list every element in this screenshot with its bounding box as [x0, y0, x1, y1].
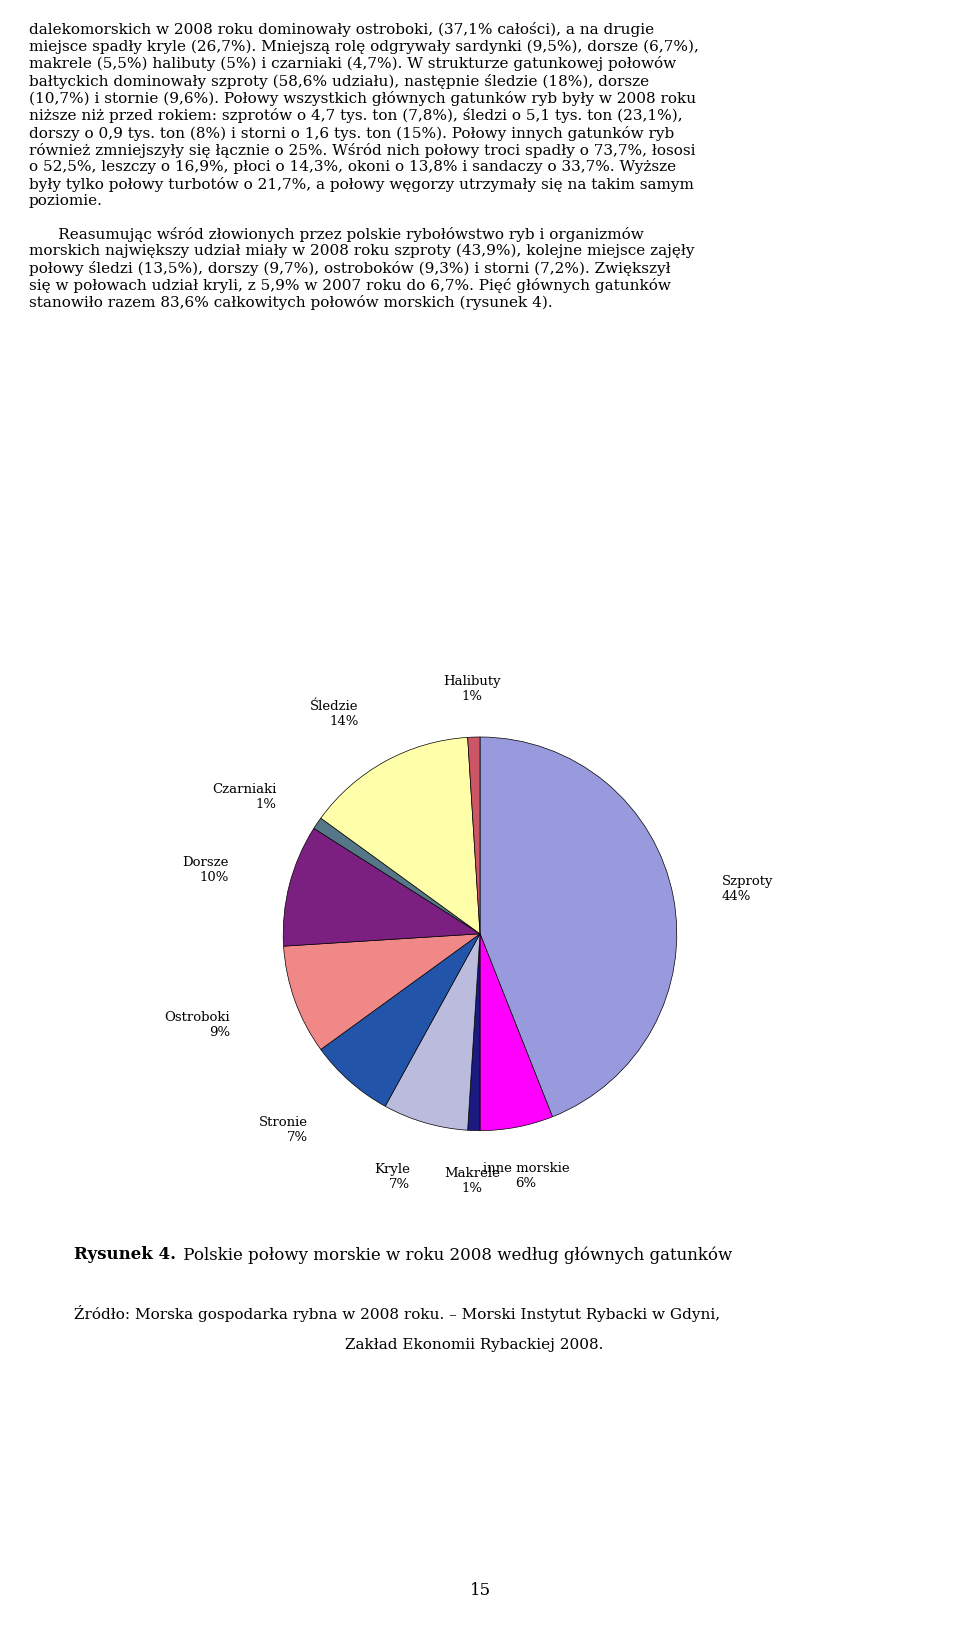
Wedge shape	[468, 738, 480, 934]
Text: Śledzie
14%: Śledzie 14%	[310, 700, 359, 728]
Wedge shape	[283, 934, 480, 1051]
Text: Szproty
44%: Szproty 44%	[722, 874, 773, 901]
Text: inne morskie
6%: inne morskie 6%	[483, 1162, 569, 1190]
Text: Halibuty
1%: Halibuty 1%	[444, 675, 501, 703]
Text: Rysunek 4.: Rysunek 4.	[74, 1246, 176, 1262]
Text: Dorsze
10%: Dorsze 10%	[182, 856, 228, 883]
Text: Polskie połowy morskie w roku 2008 według głównych gatunków: Polskie połowy morskie w roku 2008 wedłu…	[178, 1246, 732, 1264]
Wedge shape	[283, 829, 480, 947]
Text: dalekomorskich w 2008 roku dominowały ostroboki, (37,1% całości), a na drugie
mi: dalekomorskich w 2008 roku dominowały os…	[29, 23, 699, 310]
Text: Makrele
1%: Makrele 1%	[444, 1165, 500, 1193]
Wedge shape	[321, 738, 480, 934]
Wedge shape	[385, 934, 480, 1131]
Wedge shape	[314, 818, 480, 934]
Text: Ostroboki
9%: Ostroboki 9%	[164, 1010, 230, 1037]
Text: 15: 15	[469, 1582, 491, 1598]
Wedge shape	[468, 934, 480, 1131]
Text: Zakład Ekonomii Rybackiej 2008.: Zakład Ekonomii Rybackiej 2008.	[345, 1337, 603, 1352]
Text: Stronie
7%: Stronie 7%	[259, 1115, 308, 1142]
Wedge shape	[480, 934, 552, 1131]
Text: Źródło: Morska gospodarka rybna w 2008 roku. – Morski Instytut Rybacki w Gdyni,: Źródło: Morska gospodarka rybna w 2008 r…	[74, 1305, 720, 1321]
Wedge shape	[321, 934, 480, 1106]
Wedge shape	[480, 738, 677, 1118]
Text: Kryle
7%: Kryle 7%	[373, 1162, 410, 1190]
Text: Czarniaki
1%: Czarniaki 1%	[212, 782, 276, 810]
